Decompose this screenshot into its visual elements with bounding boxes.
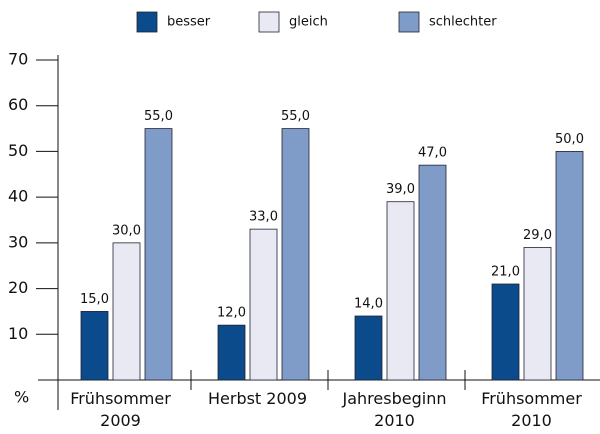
x-tick-label: Frühsommer 2010 [481,389,582,430]
legend-label: besser [167,15,211,30]
value-label: 29,0 [523,228,552,243]
bar [217,324,246,381]
bar [491,283,520,381]
value-label: 47,0 [418,146,447,161]
bar [555,151,584,381]
bar [249,228,278,381]
value-label: 21,0 [491,265,520,280]
legend-swatch [258,11,280,33]
legend-swatch [136,11,158,33]
value-label: 33,0 [249,210,278,225]
value-label: 30,0 [112,223,141,238]
value-label: 15,0 [80,292,109,307]
y-tick-label: 30 [8,232,28,251]
value-label: 55,0 [144,109,173,124]
y-tick-label: 60 [8,95,28,114]
bar [80,311,109,381]
x-tick-label: Frühsommer 2009 [70,389,171,430]
y-tick-label: 40 [8,187,28,206]
x-tick-label: Jahresbeginn 2010 [342,389,447,430]
x-tick-label: Herbst 2009 [207,389,308,408]
bar [354,315,383,381]
legend-swatch [398,11,420,33]
value-label: 12,0 [217,306,246,321]
value-label: 39,0 [386,182,415,197]
value-label: 14,0 [354,297,383,312]
y-tick-label: 10 [8,324,28,343]
y-tick-label: 70 [8,50,28,69]
bar [144,128,173,381]
y-axis-label: % [14,388,29,407]
bar [112,242,141,381]
legend-label: gleich [289,15,328,30]
bar [281,128,310,381]
value-label: 55,0 [281,109,310,124]
bar [418,164,447,381]
value-label: 50,0 [555,132,584,147]
bar [386,201,415,381]
y-tick-label: 20 [8,278,28,297]
legend-label: schlechter [429,15,497,30]
y-tick-label: 50 [8,141,28,160]
bar [523,247,552,381]
